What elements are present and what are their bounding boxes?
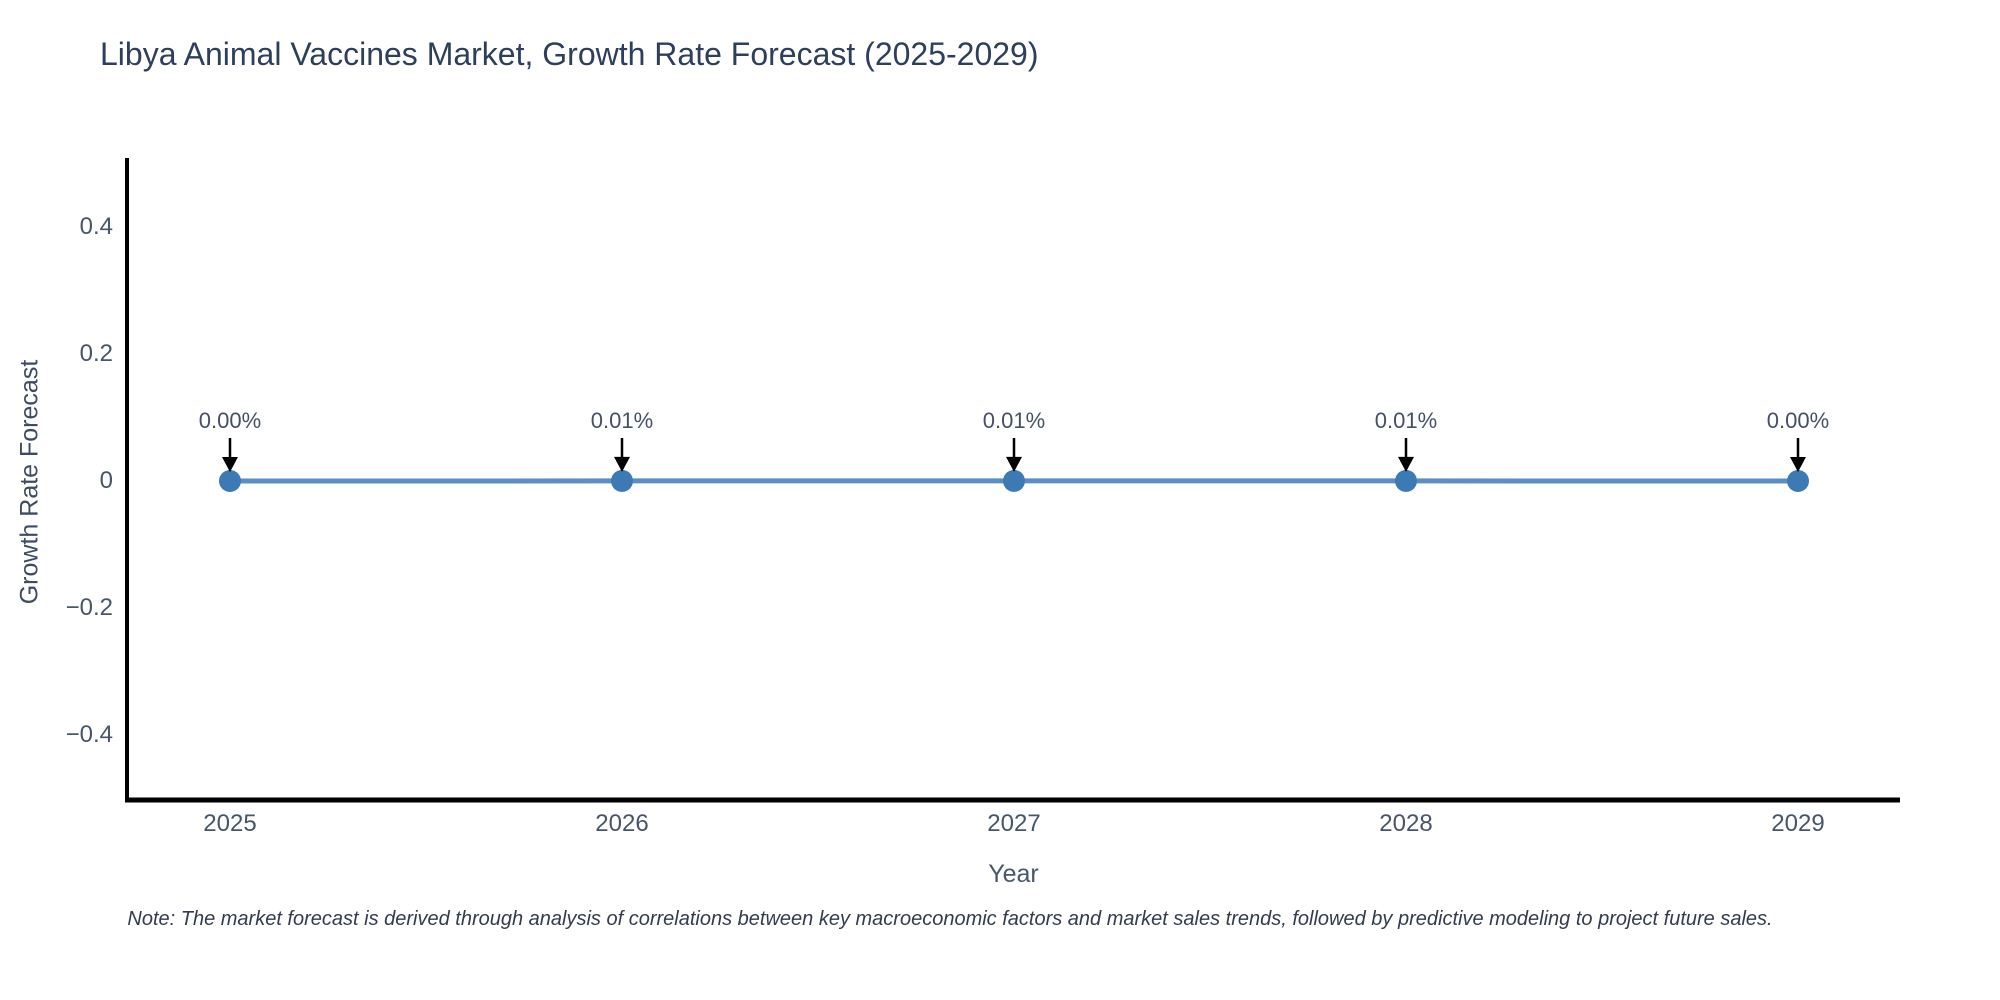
annotation-arrowhead: [1398, 456, 1414, 472]
y-tick-label: −0.4: [65, 721, 113, 748]
data-point-marker: [219, 470, 241, 492]
x-tick-label: 2025: [203, 810, 257, 837]
y-tick-label: 0.2: [79, 340, 113, 367]
x-axis-title: Year: [988, 860, 1039, 888]
x-tick-label: 2026: [595, 810, 649, 837]
point-value-label: 0.00%: [1766, 408, 1830, 433]
y-tick-label: 0.4: [79, 213, 113, 240]
data-point-marker: [1395, 469, 1417, 492]
chart-title: Libya Animal Vaccines Market, Growth Rat…: [100, 36, 1039, 72]
annotation-arrowhead: [222, 457, 238, 472]
point-value-label: 0.01%: [590, 408, 654, 433]
x-tick-label: 2029: [1771, 810, 1825, 837]
x-tick-label: 2027: [987, 810, 1041, 837]
y-axis-title: Growth Rate Forecast: [15, 359, 44, 605]
point-value-label: 0.00%: [198, 408, 262, 433]
y-tick-label: −0.2: [65, 594, 113, 621]
annotation-arrowhead: [1790, 457, 1806, 472]
data-point-marker: [1787, 470, 1809, 492]
data-point-marker: [611, 469, 633, 492]
x-tick-label: 2028: [1379, 810, 1433, 837]
point-value-label: 0.01%: [1374, 408, 1438, 433]
data-point-marker: [1003, 469, 1025, 492]
annotation-arrowhead: [1006, 456, 1022, 472]
point-value-label: 0.01%: [982, 408, 1046, 433]
y-tick-label: 0: [99, 467, 113, 494]
footnote: Note: The market forecast is derived thr…: [127, 908, 1773, 930]
annotation-arrowhead: [614, 456, 630, 472]
